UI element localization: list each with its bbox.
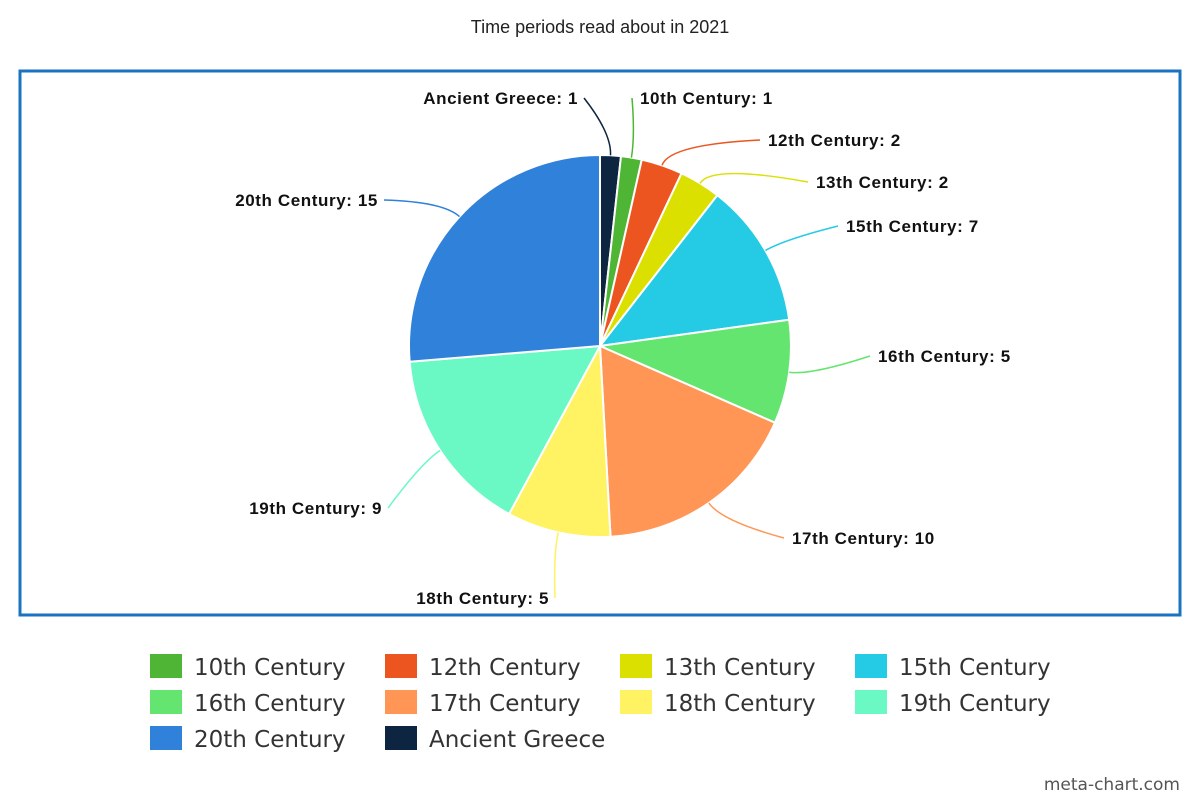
slice-label-15th-century: 15th Century: 7 [846,217,979,236]
slice-label-12th-century: 12th Century: 2 [768,131,901,150]
legend-swatch-10th-century [150,654,182,678]
pie-slice-16th-century [599,318,792,424]
slice-label-ancient-greece: Ancient Greece: 1 [423,89,578,108]
legend-swatch-12th-century [385,654,417,678]
leader-line-17th-century [708,502,785,539]
leader-line-15th-century [765,225,839,252]
label-leader-lines [383,97,871,599]
pie-slices [408,154,792,538]
slice-label-17th-century: 17th Century: 10 [792,529,935,548]
leader-line-16th-century [789,355,871,374]
leader-line-20th-century [383,199,461,218]
legend-label-12th-century: 12th Century [429,655,581,681]
watermark: meta-chart.com [1044,775,1180,795]
leader-line-19th-century [387,449,441,509]
legend-swatch-20th-century [150,726,182,750]
legend-label-13th-century: 13th Century [664,655,816,681]
pie-slice-15th-century [599,194,791,347]
legend-label-16th-century: 16th Century [194,691,346,717]
slice-label-19th-century: 19th Century: 9 [249,499,382,518]
legend-label-17th-century: 17th Century [429,691,581,717]
slice-label-20th-century: 20th Century: 15 [235,191,378,210]
legend: 10th Century 12th Century 13th Century 15th… [150,654,1051,753]
leader-line-ancient-greece [583,97,612,156]
legend-swatch-17th-century [385,690,417,714]
legend-label-18th-century: 18th Century [664,691,816,717]
leader-line-12th-century [661,139,761,166]
leader-line-13th-century [699,172,809,184]
plot-frame [18,69,1182,617]
pie-slice-17th-century [599,345,776,538]
legend-label-19th-century: 19th Century [899,691,1051,717]
slice-label-18th-century: 18th Century: 5 [416,589,549,608]
legend-swatch-16th-century [150,690,182,714]
pie-slice-20th-century [408,154,601,363]
pie-slice-19th-century [408,345,601,515]
legend-swatch-13th-century [620,654,652,678]
legend-swatch-ancient-greece [385,726,417,750]
leader-line-10th-century [630,97,635,158]
slice-label-16th-century: 16th Century: 5 [878,347,1011,366]
slice-label-13th-century: 13th Century: 2 [816,173,949,192]
legend-swatch-18th-century [620,690,652,714]
legend-label-ancient-greece: Ancient Greece [429,727,605,753]
leader-line-18th-century [553,532,559,599]
legend-label-20th-century: 20th Century [194,727,346,753]
slice-label-10th-century: 10th Century: 1 [640,89,773,108]
chart-title: Time periods read about in 2021 [471,17,730,37]
legend-swatch-19th-century [855,690,887,714]
legend-swatch-15th-century [855,654,887,678]
slice-labels: Ancient Greece: 1 10th Century: 1 12th Cen… [235,89,1011,608]
legend-label-10th-century: 10th Century [194,655,346,681]
pie-slice-18th-century [508,345,612,538]
legend-label-15th-century: 15th Century [899,655,1051,681]
